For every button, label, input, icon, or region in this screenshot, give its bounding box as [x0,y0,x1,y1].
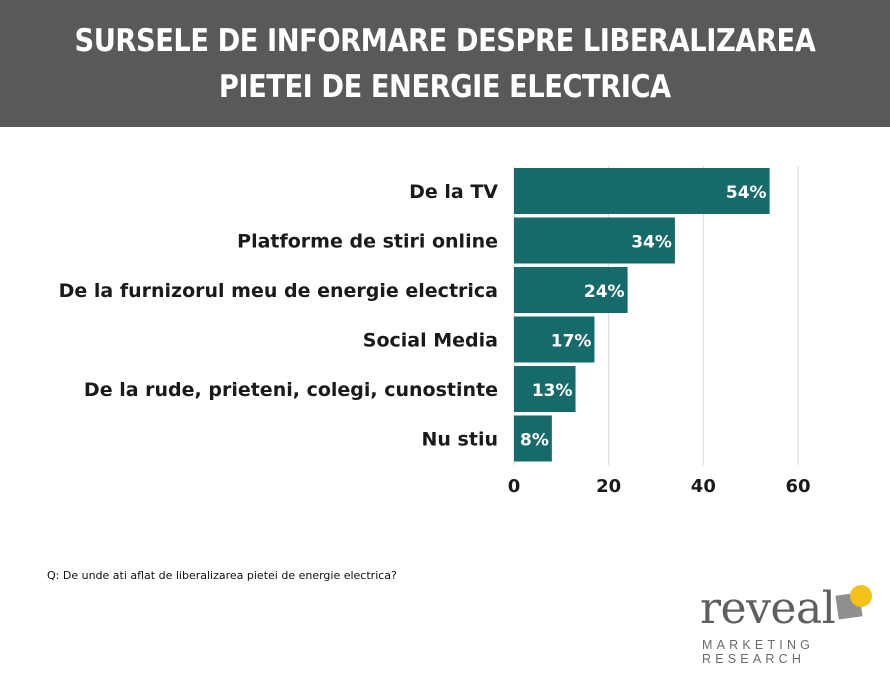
x-tick-label: 40 [691,476,716,497]
logo-wordmark: reveal [700,583,836,634]
survey-question: Q: De unde ati aflat de liberalizarea pi… [47,569,397,582]
bar [514,366,576,412]
data-label: 17% [551,332,592,352]
category-label: De la furnizorul meu de energie electric… [59,280,498,302]
bar [514,168,770,214]
category-label: Social Media [363,330,498,352]
chart-title-line-2: PIETEI DE ENERGIE ELECTRICA [219,68,671,105]
x-tick-label: 60 [785,476,810,497]
data-label: 54% [726,183,767,203]
chart-title-line-1: SURSELE DE INFORMARE DESPRE LIBERALIZARE… [74,22,816,59]
logo-subline-1: MARKETING [702,638,815,652]
category-label: De la TV [409,181,498,203]
reveal-logo: reveal MARKETING RESEARCH [700,584,880,674]
bar [514,217,675,264]
x-tick-label: 20 [596,476,621,497]
bar [514,267,628,313]
data-label: 24% [584,282,625,302]
bar [514,316,595,363]
category-label: Nu stiu [422,429,498,451]
x-tick-label: 0 [508,476,521,497]
bar-chart: De la TV 54% Platforme de stiri online 34% D… [59,166,811,497]
title-banner: SURSELE DE INFORMARE DESPRE LIBERALIZARE… [0,0,890,127]
category-label: De la rude, prieteni, colegi, cunostinte [84,379,498,401]
data-label: 13% [532,381,573,401]
data-label: 8% [520,431,549,451]
logo-subline-2: RESEARCH [702,652,806,666]
category-label: Platforme de stiri online [237,231,498,253]
data-label: 34% [631,233,672,253]
logo-mark-icon [835,585,872,620]
bar [514,415,552,462]
